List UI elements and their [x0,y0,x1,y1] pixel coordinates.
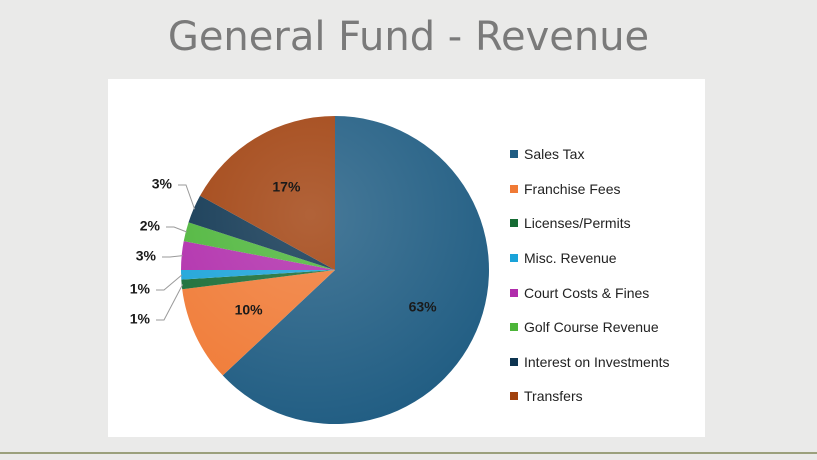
legend-label: Franchise Fees [524,180,621,197]
legend-label: Sales Tax [524,146,585,163]
leader-line [166,226,187,233]
legend-label: Transfers [524,388,583,405]
data-label: 3% [152,176,173,192]
legend-label: Licenses/Permits [524,215,631,232]
data-label: 2% [140,218,161,234]
legend-item: Misc. Revenue [510,241,710,276]
legend-item: Sales Tax [510,137,710,172]
legend-item: Franchise Fees [510,172,710,207]
legend-item: Licenses/Permits [510,206,710,241]
slide-title: General Fund - Revenue [167,14,650,60]
leader-line [156,274,183,291]
legend-swatch [510,254,518,263]
bottom-divider [0,452,817,454]
legend-item: Interest on Investments [510,345,710,380]
leader-line [156,284,184,321]
leader-line [162,255,183,258]
legend-item: Golf Course Revenue [510,310,710,345]
legend-label: Golf Course Revenue [524,319,659,336]
data-label: 1% [130,281,151,297]
legend-swatch [510,392,518,401]
legend-label: Court Costs & Fines [524,284,650,301]
legend-label: Misc. Revenue [524,250,617,267]
leader-line [178,184,196,210]
data-label: 1% [130,311,151,327]
data-label: 3% [136,248,157,264]
data-label: 17% [272,179,301,195]
legend-item: Court Costs & Fines [510,275,710,310]
data-label: 63% [409,299,438,315]
chart-legend: Sales Tax Franchise Fees Licenses/Permits M… [510,137,710,414]
legend-swatch [510,323,518,332]
legend-label: Interest on Investments [524,353,670,370]
legend-swatch [510,184,518,193]
legend-swatch [510,357,518,366]
chart-panel: 63% 10% 1% 1% 3% 2% 3% 17% Sales Tax Franchise F… [108,79,705,437]
legend-item: Transfers [510,379,710,414]
legend-swatch [510,150,518,159]
legend-swatch [510,288,518,297]
data-label: 10% [235,301,264,317]
legend-swatch [510,219,518,228]
